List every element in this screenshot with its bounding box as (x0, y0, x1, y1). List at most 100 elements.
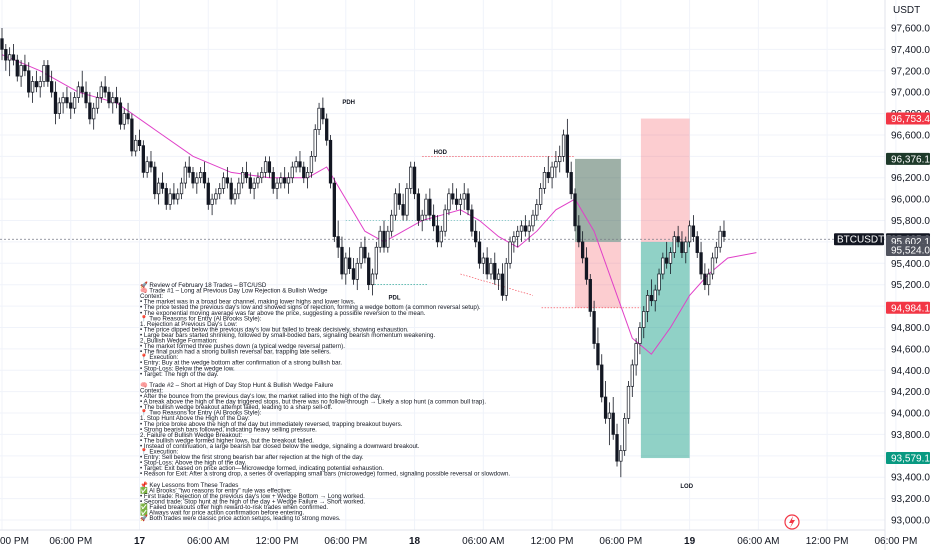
candle (462, 183, 466, 210)
symbol-tag-label: BTCUSDT.P (837, 235, 893, 246)
candle-body (46, 65, 50, 82)
candle (405, 183, 409, 221)
candle-body (516, 230, 520, 237)
candle-body (378, 230, 382, 248)
candle-body (122, 113, 126, 125)
x-tick-label: 12:00 PM (806, 536, 849, 547)
candle-body (80, 86, 84, 93)
candle (558, 145, 562, 173)
candle-body (405, 188, 409, 216)
candle (164, 183, 168, 210)
candle (657, 268, 661, 296)
candle-body (130, 118, 134, 152)
candle (611, 397, 615, 440)
candle-body (699, 252, 703, 275)
candle (401, 193, 405, 221)
candle (122, 108, 126, 130)
price-tag: 94,984.1 (886, 301, 930, 314)
price-axis[interactable]: 93,000.093,200.093,400.093,600.093,800.0… (884, 0, 930, 550)
candle-body (577, 225, 581, 243)
candle (722, 220, 726, 242)
candle-body (546, 172, 550, 179)
y-tick-label: 95,400.0 (891, 259, 930, 270)
candle-body (72, 97, 77, 109)
candle (707, 268, 711, 296)
candle-body (107, 91, 111, 104)
candle-body (409, 166, 413, 189)
candle-body (447, 193, 451, 211)
candle-body (11, 54, 16, 61)
candle (92, 102, 96, 130)
candle (565, 118, 570, 178)
price-tag-label: 94,984.1 (891, 303, 930, 314)
candle (30, 76, 35, 103)
price-tag-label: 95,524.0 (891, 246, 930, 257)
candle-body (661, 257, 665, 275)
candle-body (84, 91, 88, 104)
notes-line: • The final push had a strong bullish re… (140, 349, 331, 356)
long-target-zone (575, 158, 621, 242)
candle (114, 86, 119, 109)
candle (23, 54, 27, 77)
notes-line: 📌 Key Lessons from These Trades (140, 481, 238, 489)
candle (439, 225, 443, 248)
candle-body (305, 172, 310, 179)
candle (443, 204, 447, 237)
candle (225, 167, 230, 189)
annotation-pdl: PDL (389, 296, 401, 302)
y-tick-label: 97,000.0 (891, 88, 930, 99)
candle-body (221, 177, 226, 189)
candle (302, 161, 306, 184)
candle (183, 161, 188, 189)
x-tick-label: 06:00 AM (187, 536, 229, 547)
y-tick-label: 94,800.0 (891, 323, 930, 334)
time-axis[interactable]: 00 PM 06:00 PM 17 06:00 AM 12:00 PM 06:00 PM 1… (0, 529, 917, 547)
candle-body (580, 241, 585, 259)
candle (531, 209, 535, 232)
candle (286, 172, 291, 194)
candle (38, 76, 42, 98)
candle (118, 97, 123, 130)
candle (665, 241, 669, 269)
candle-body (584, 257, 589, 280)
candle (546, 156, 550, 184)
candle-body (294, 161, 298, 168)
y-tick-label: 94,000.0 (891, 409, 930, 420)
y-tick-label: 96,600.0 (891, 130, 930, 141)
candle (653, 284, 657, 312)
candle (153, 161, 157, 200)
x-tick-label: 12:00 PM (256, 536, 299, 547)
candle-body (328, 139, 333, 184)
candle (328, 134, 333, 189)
candle (248, 172, 252, 194)
candle-body (538, 188, 543, 205)
candle-body (550, 166, 554, 179)
candle (229, 177, 233, 205)
candle-body (332, 182, 336, 237)
candle (714, 241, 718, 264)
candle-body (263, 161, 268, 173)
x-tick-label: 06:00 PM (324, 536, 367, 547)
lightning-icon[interactable] (784, 514, 800, 530)
candle (370, 268, 375, 296)
notes-line: • The market was in a broad bear channel… (140, 299, 356, 306)
price-tag-label: 96,376.1 (891, 154, 930, 165)
notes-line: 1. Stop Hunt Above the High of the Day: (140, 415, 250, 422)
candle (668, 247, 673, 274)
candle (126, 102, 130, 125)
candle (596, 327, 600, 371)
candle-body (256, 177, 260, 184)
price-tag-bg (886, 244, 930, 257)
candle (382, 220, 386, 253)
candle-body (65, 97, 69, 104)
candle-body (134, 139, 138, 152)
candle-body (92, 107, 96, 120)
candle-body (481, 257, 485, 264)
short-stop-zone (640, 118, 690, 242)
candle-body (493, 262, 497, 280)
candle (527, 220, 531, 242)
candle-body (489, 262, 493, 275)
y-tick-label: 94,400.0 (891, 366, 930, 377)
